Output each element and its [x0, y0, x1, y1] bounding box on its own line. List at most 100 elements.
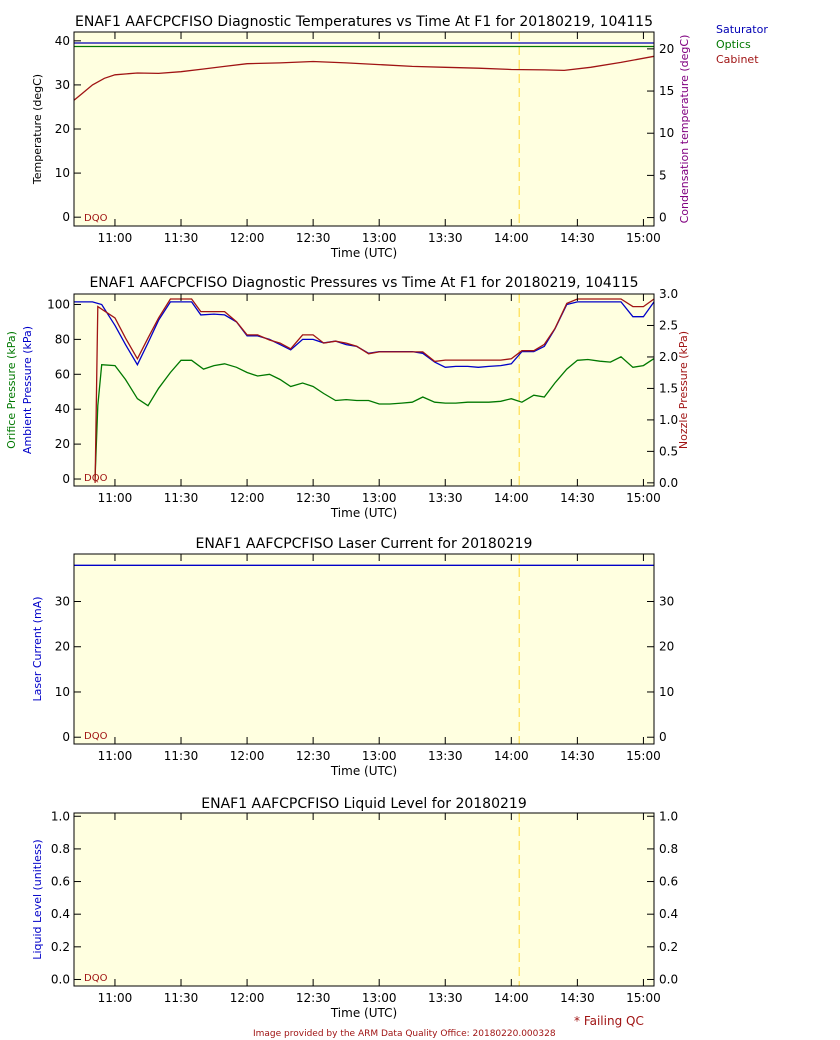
y-tick-label-right: 10: [659, 685, 674, 699]
x-tick-label: 12:00: [230, 491, 265, 505]
y2-tick-label: 1.5: [659, 381, 678, 395]
x-tick-label: 11:30: [164, 231, 199, 245]
x-tick-label: 13:30: [428, 231, 463, 245]
y-tick-label: 0.2: [51, 940, 70, 954]
x-tick-label: 11:00: [98, 231, 133, 245]
y2-tick-label: 10: [659, 126, 674, 140]
x-tick-label: 14:00: [494, 749, 529, 763]
x-tick-label: 12:30: [296, 231, 331, 245]
plot-area: [74, 32, 654, 226]
failing-qc-note: * Failing QC: [574, 1014, 644, 1028]
y-axis-label-orifice: Orifice Pressure (kPa): [5, 331, 18, 449]
y2-tick-label: 2.0: [659, 350, 678, 364]
dqo-mark: DQO: [84, 473, 108, 484]
plot-area: [74, 294, 654, 486]
y2-axis-label: Condensation temperature (degC): [678, 35, 691, 224]
y-tick-label: 0: [62, 730, 70, 744]
y-tick-label-right: 0.6: [659, 875, 678, 889]
y-tick-label: 0.0: [51, 972, 70, 986]
y-tick-label: 1.0: [51, 809, 70, 823]
x-tick-label: 14:30: [560, 991, 595, 1005]
dqo-mark: DQO: [84, 213, 108, 224]
y-tick-label: 0.4: [51, 907, 70, 921]
y2-axis-label: Nozzle Pressure (kPa): [677, 331, 690, 449]
plot-area: [74, 554, 654, 744]
x-axis-label: Time (UTC): [330, 764, 397, 778]
x-tick-label: 15:00: [626, 991, 661, 1005]
y-tick-label: 10: [55, 166, 70, 180]
x-tick-label: 14:00: [494, 491, 529, 505]
x-tick-label: 12:30: [296, 749, 331, 763]
x-tick-label: 13:00: [362, 231, 397, 245]
y2-tick-label: 15: [659, 84, 674, 98]
y2-tick-label: 0: [659, 211, 667, 225]
x-tick-label: 13:00: [362, 491, 397, 505]
y-axis-label: Ambient Pressure (kPa): [21, 326, 34, 454]
y-tick-label: 30: [55, 595, 70, 609]
chart-title: ENAF1 AAFCPCFISO Liquid Level for 201802…: [201, 796, 526, 812]
series-line-nozzle-pressure: [94, 298, 655, 483]
x-tick-label: 13:30: [428, 491, 463, 505]
y2-tick-label: 3.0: [659, 287, 678, 301]
plot-area: [74, 813, 654, 986]
legend: Saturator Optics Cabinet: [716, 23, 768, 66]
y-tick-label: 40: [55, 402, 70, 416]
x-tick-label: 15:00: [626, 491, 661, 505]
y-tick-label-right: 30: [659, 595, 674, 609]
x-axis-label: Time (UTC): [330, 506, 397, 520]
x-tick-label: 12:00: [230, 231, 265, 245]
y-tick-label: 10: [55, 685, 70, 699]
x-tick-label: 13:00: [362, 991, 397, 1005]
chart-title: ENAF1 AAFCPCFISO Diagnostic Temperatures…: [75, 14, 653, 30]
x-tick-label: 15:00: [626, 231, 661, 245]
y-axis-label: Temperature (degC): [31, 74, 44, 185]
series-line-orifice-pressure: [94, 356, 655, 478]
x-tick-label: 14:00: [494, 231, 529, 245]
x-tick-label: 14:00: [494, 991, 529, 1005]
y2-tick-label: 20: [659, 42, 674, 56]
y2-tick-label: 0.0: [659, 476, 678, 490]
plot-frame: [73, 553, 655, 745]
liquid-level-panel: ENAF1 AAFCPCFISO Liquid Level for 201802…: [31, 796, 678, 1020]
x-tick-label: 11:30: [164, 991, 199, 1005]
pressure-panel: ENAF1 AAFCPCFISO Diagnostic Pressures vs…: [5, 275, 690, 520]
x-tick-label: 11:00: [98, 491, 133, 505]
y-tick-label-right: 0.4: [659, 907, 678, 921]
x-tick-label: 14:30: [560, 231, 595, 245]
x-tick-label: 14:30: [560, 491, 595, 505]
y2-tick-label: 5: [659, 168, 667, 182]
y-tick-label: 0: [62, 210, 70, 224]
legend-saturator: Saturator: [716, 23, 768, 36]
credit-line: Image provided by the ARM Data Quality O…: [253, 1029, 556, 1039]
y-tick-label: 0: [62, 472, 70, 486]
dqo-mark: DQO: [84, 973, 108, 984]
y-tick-label: 0.6: [51, 875, 70, 889]
y-tick-label: 100: [47, 297, 70, 311]
y-tick-label: 0.8: [51, 842, 70, 856]
y-tick-label: 30: [55, 78, 70, 92]
x-tick-label: 13:30: [428, 991, 463, 1005]
y-tick-label: 80: [55, 332, 70, 346]
x-tick-label: 11:00: [98, 991, 133, 1005]
y2-tick-label: 0.5: [659, 444, 678, 458]
y2-tick-label: 2.5: [659, 318, 678, 332]
y-axis-label: Liquid Level (unitless): [31, 839, 44, 959]
y-tick-label-right: 0.2: [659, 940, 678, 954]
y2-tick-label: 1.0: [659, 413, 678, 427]
plot-frame: [73, 293, 655, 487]
laser-current-panel: ENAF1 AAFCPCFISO Laser Current for 20180…: [31, 536, 674, 778]
x-tick-label: 14:30: [560, 749, 595, 763]
series-line-cabinet: [73, 55, 655, 101]
y-tick-label-right: 0: [659, 730, 667, 744]
x-tick-label: 12:30: [296, 991, 331, 1005]
x-axis-label: Time (UTC): [330, 246, 397, 260]
temperature-panel: ENAF1 AAFCPCFISO Diagnostic Temperatures…: [31, 14, 691, 260]
x-tick-label: 12:00: [230, 749, 265, 763]
chart-title: ENAF1 AAFCPCFISO Diagnostic Pressures vs…: [89, 275, 638, 291]
y-tick-label-right: 20: [659, 640, 674, 654]
x-tick-label: 11:30: [164, 749, 199, 763]
legend-optics: Optics: [716, 38, 751, 51]
legend-cabinet: Cabinet: [716, 53, 759, 66]
y-tick-label: 20: [55, 122, 70, 136]
